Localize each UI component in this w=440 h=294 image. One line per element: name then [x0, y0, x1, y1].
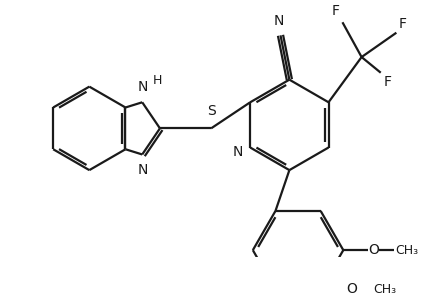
Text: O: O — [369, 243, 379, 257]
Text: N: N — [233, 145, 243, 159]
Text: CH₃: CH₃ — [396, 244, 418, 257]
Text: O: O — [346, 282, 357, 294]
Text: CH₃: CH₃ — [373, 283, 396, 294]
Text: H: H — [153, 74, 162, 87]
Text: S: S — [207, 104, 216, 118]
Text: F: F — [332, 4, 340, 18]
Text: F: F — [383, 75, 391, 89]
Text: F: F — [399, 17, 407, 31]
Text: N: N — [138, 80, 148, 93]
Text: N: N — [274, 14, 284, 28]
Text: N: N — [138, 163, 148, 177]
